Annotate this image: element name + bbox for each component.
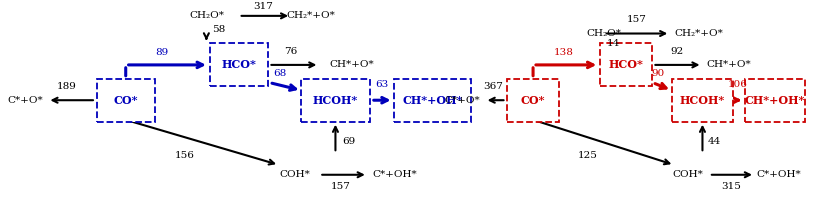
Text: CH*+O*: CH*+O* <box>329 60 374 69</box>
FancyBboxPatch shape <box>506 79 559 122</box>
Text: HCO*: HCO* <box>221 60 256 70</box>
Text: 367: 367 <box>483 82 502 91</box>
Text: CH₂*+O*: CH₂*+O* <box>674 29 723 38</box>
Text: 68: 68 <box>273 69 286 78</box>
FancyBboxPatch shape <box>600 43 652 87</box>
Text: 14: 14 <box>607 39 620 48</box>
FancyBboxPatch shape <box>672 79 733 122</box>
Text: COH*: COH* <box>280 170 311 179</box>
Text: 106: 106 <box>728 80 748 89</box>
Text: CH*+OH*: CH*+OH* <box>745 95 805 106</box>
FancyBboxPatch shape <box>97 79 154 122</box>
Text: CH*+O*: CH*+O* <box>706 60 751 69</box>
Text: 157: 157 <box>626 15 646 24</box>
Text: 157: 157 <box>331 182 351 191</box>
Text: 317: 317 <box>253 2 273 11</box>
Text: CO*: CO* <box>521 95 546 106</box>
Text: C*+O*: C*+O* <box>444 96 480 105</box>
Text: 189: 189 <box>57 82 76 91</box>
Text: 156: 156 <box>175 151 194 160</box>
Text: 69: 69 <box>342 137 356 146</box>
FancyBboxPatch shape <box>745 79 806 122</box>
FancyBboxPatch shape <box>394 79 471 122</box>
FancyBboxPatch shape <box>301 79 370 122</box>
Text: CO*: CO* <box>114 95 138 106</box>
Text: C*+O*: C*+O* <box>7 96 43 105</box>
Text: HCOH*: HCOH* <box>680 95 725 106</box>
Text: C*+OH*: C*+OH* <box>372 170 416 179</box>
Text: 92: 92 <box>670 47 683 56</box>
Text: CH₂*+O*: CH₂*+O* <box>287 11 336 20</box>
Text: 44: 44 <box>708 137 721 146</box>
Text: COH*: COH* <box>672 170 703 179</box>
FancyBboxPatch shape <box>210 43 267 87</box>
Text: C*+OH*: C*+OH* <box>757 170 802 179</box>
Text: CH₂O*: CH₂O* <box>587 29 621 38</box>
Text: 315: 315 <box>721 182 741 191</box>
Text: HCOH*: HCOH* <box>313 95 358 106</box>
Text: 138: 138 <box>554 48 574 57</box>
Text: 90: 90 <box>651 69 665 78</box>
Text: 63: 63 <box>375 80 388 89</box>
Text: 76: 76 <box>285 47 298 56</box>
Text: HCO*: HCO* <box>608 60 643 70</box>
Text: CH₂O*: CH₂O* <box>189 11 224 20</box>
Text: 89: 89 <box>155 48 168 57</box>
Text: 58: 58 <box>212 25 225 34</box>
Text: 125: 125 <box>578 151 598 160</box>
Text: CH*+OH*: CH*+OH* <box>402 95 463 106</box>
